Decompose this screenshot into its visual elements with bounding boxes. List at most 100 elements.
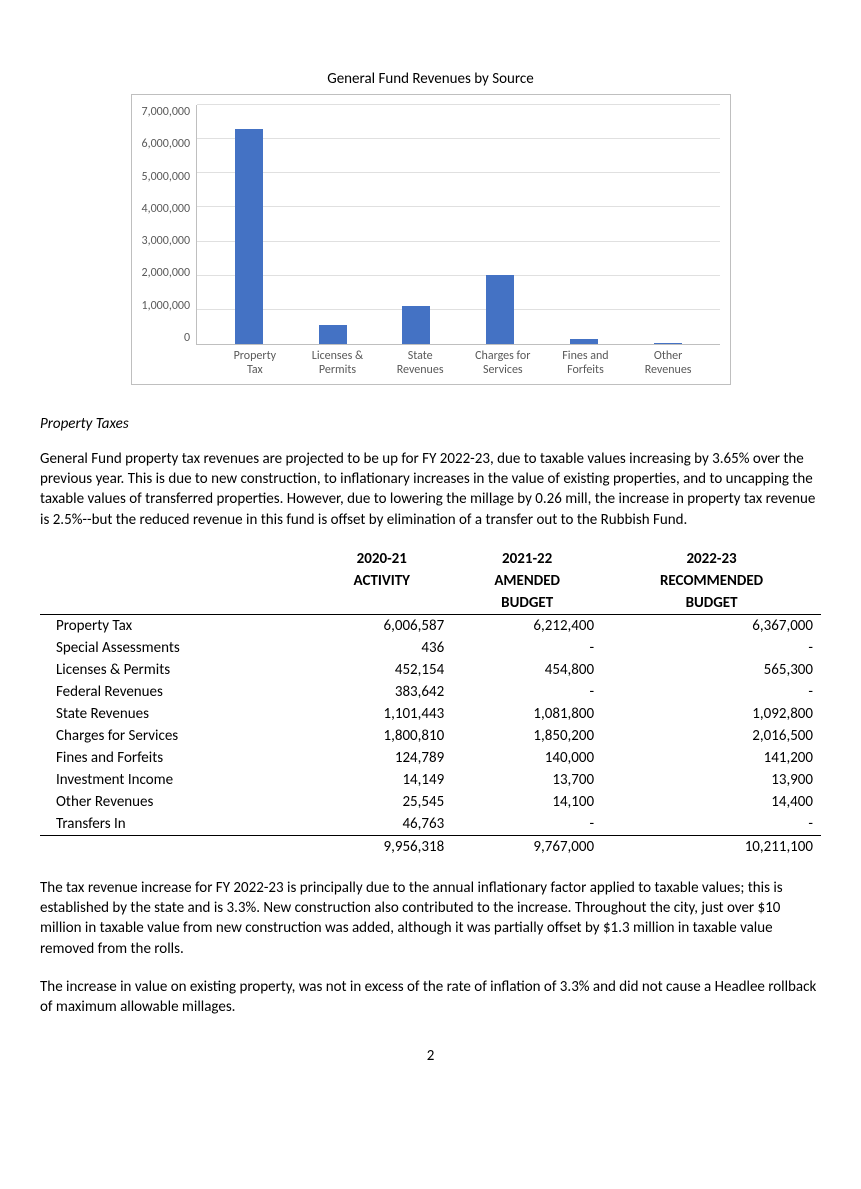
table-cell: 1,850,200 <box>452 725 602 747</box>
table-cell: 141,200 <box>602 747 821 769</box>
x-tick-label: Fines andForfeits <box>550 349 620 378</box>
y-tick: 4,000,000 <box>142 202 191 216</box>
chart-x-axis: PropertyTax Licenses &Permits StateRevenue… <box>142 345 720 378</box>
table-header-row-1: 2020-21 2021-22 2022-23 <box>40 548 821 570</box>
y-tick: 7,000,000 <box>142 105 191 119</box>
x-tick-label: PropertyTax <box>220 349 290 378</box>
table-cell: - <box>602 813 821 836</box>
chart-box: 7,000,000 6,000,000 5,000,000 4,000,000 … <box>131 94 731 385</box>
table-cell: Property Tax <box>40 614 311 637</box>
table-cell: Investment Income <box>40 769 311 791</box>
chart-bar <box>235 129 263 344</box>
table-cell: 436 <box>311 637 452 659</box>
chart-bar <box>486 275 514 344</box>
table-cell: - <box>602 681 821 703</box>
table-row: Other Revenues25,54514,10014,400 <box>40 791 821 813</box>
table-cell: 6,212,400 <box>452 614 602 637</box>
table-cell: 1,081,800 <box>452 703 602 725</box>
table-cell: 25,545 <box>311 791 452 813</box>
chart-bar <box>319 325 347 344</box>
table-cell: 9,956,318 <box>311 835 452 858</box>
table-cell: - <box>452 637 602 659</box>
y-tick: 5,000,000 <box>142 170 191 184</box>
table-cell: 14,400 <box>602 791 821 813</box>
x-tick-label: Licenses &Permits <box>302 349 372 378</box>
x-tick-label: Charges forServices <box>468 349 538 378</box>
table-totals-row: 9,956,3189,767,00010,211,100 <box>40 835 821 858</box>
table-cell: 565,300 <box>602 659 821 681</box>
table-cell: 46,763 <box>311 813 452 836</box>
table-cell: - <box>602 637 821 659</box>
x-tick-label: StateRevenues <box>385 349 455 378</box>
table-cell: 14,100 <box>452 791 602 813</box>
chart-bar <box>402 306 430 344</box>
table-cell: Charges for Services <box>40 725 311 747</box>
table-header: ACTIVITY <box>311 570 452 592</box>
body-paragraph: The increase in value on existing proper… <box>40 977 821 1018</box>
x-tick-label: OtherRevenues <box>633 349 703 378</box>
table-row: State Revenues1,101,4431,081,8001,092,80… <box>40 703 821 725</box>
table-header: RECOMMENDED <box>602 570 821 592</box>
body-paragraph: The tax revenue increase for FY 2022-23 … <box>40 878 821 959</box>
table-cell: 13,900 <box>602 769 821 791</box>
table-cell: 454,800 <box>452 659 602 681</box>
table-cell: 2,016,500 <box>602 725 821 747</box>
table-cell: 1,092,800 <box>602 703 821 725</box>
table-row: Charges for Services1,800,8101,850,2002,… <box>40 725 821 747</box>
table-cell: 383,642 <box>311 681 452 703</box>
table-header: 2020-21 <box>311 548 452 570</box>
revenue-table: 2020-21 2021-22 2022-23 ACTIVITY AMENDED… <box>40 548 821 858</box>
y-tick: 3,000,000 <box>142 234 191 248</box>
table-cell: 452,154 <box>311 659 452 681</box>
section-heading-property-taxes: Property Taxes <box>40 415 821 433</box>
table-header: 2022-23 <box>602 548 821 570</box>
table-cell: - <box>452 681 602 703</box>
table-cell: 13,700 <box>452 769 602 791</box>
table-cell: 6,367,000 <box>602 614 821 637</box>
table-cell: Special Assessments <box>40 637 311 659</box>
chart-bar <box>654 343 682 344</box>
table-cell: State Revenues <box>40 703 311 725</box>
table-header <box>40 592 311 615</box>
table-cell: Transfers In <box>40 813 311 836</box>
table-header: AMENDED <box>452 570 602 592</box>
y-tick: 6,000,000 <box>142 137 191 151</box>
table-header: 2021-22 <box>452 548 602 570</box>
table-cell: 1,101,443 <box>311 703 452 725</box>
table-row: Fines and Forfeits124,789140,000141,200 <box>40 747 821 769</box>
table-header <box>311 592 452 615</box>
table-cell: Licenses & Permits <box>40 659 311 681</box>
chart-bars <box>197 105 719 344</box>
chart-bar <box>570 339 598 344</box>
body-paragraph: General Fund property tax revenues are p… <box>40 449 821 530</box>
table-row: Licenses & Permits452,154454,800565,300 <box>40 659 821 681</box>
table-cell: 124,789 <box>311 747 452 769</box>
page-number: 2 <box>40 1047 821 1065</box>
table-row: Property Tax6,006,5876,212,4006,367,000 <box>40 614 821 637</box>
y-tick: 0 <box>142 331 191 345</box>
table-cell: 14,149 <box>311 769 452 791</box>
table-row: Special Assessments436-- <box>40 637 821 659</box>
table-cell: - <box>452 813 602 836</box>
table-cell: 1,800,810 <box>311 725 452 747</box>
table-cell: Federal Revenues <box>40 681 311 703</box>
table-cell: Other Revenues <box>40 791 311 813</box>
chart-title: General Fund Revenues by Source <box>131 70 731 88</box>
table-cell <box>40 835 311 858</box>
table-header <box>40 548 311 570</box>
table-row: Transfers In46,763-- <box>40 813 821 836</box>
table-header-row-3: BUDGET BUDGET <box>40 592 821 615</box>
revenue-chart: General Fund Revenues by Source 7,000,00… <box>131 70 731 385</box>
y-tick: 2,000,000 <box>142 266 191 280</box>
table-row: Investment Income14,14913,70013,900 <box>40 769 821 791</box>
table-header <box>40 570 311 592</box>
table-row: Federal Revenues383,642-- <box>40 681 821 703</box>
table-cell: 6,006,587 <box>311 614 452 637</box>
table-cell: 140,000 <box>452 747 602 769</box>
table-header: BUDGET <box>602 592 821 615</box>
chart-y-axis: 7,000,000 6,000,000 5,000,000 4,000,000 … <box>142 105 197 345</box>
chart-plot-area <box>196 105 719 345</box>
y-tick: 1,000,000 <box>142 299 191 313</box>
table-cell: Fines and Forfeits <box>40 747 311 769</box>
table-header: BUDGET <box>452 592 602 615</box>
